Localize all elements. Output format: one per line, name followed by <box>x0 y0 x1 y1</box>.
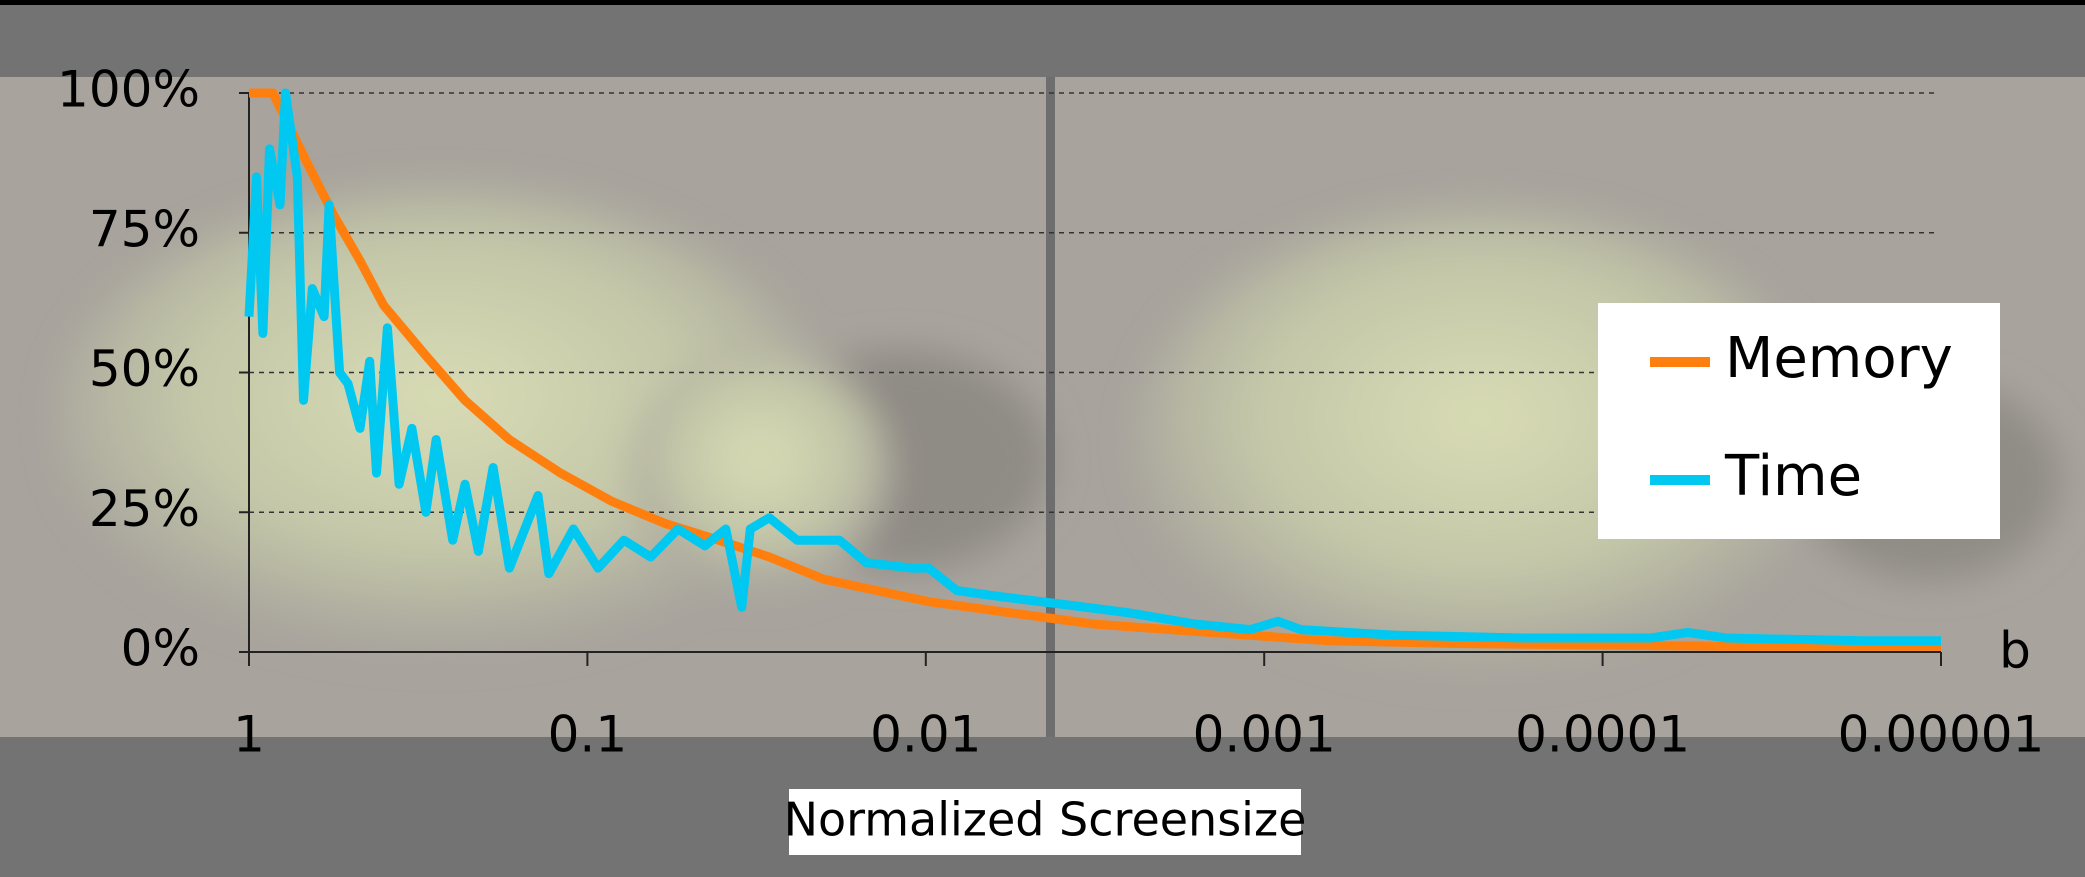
y-tick-label: 100% <box>57 61 200 119</box>
x-tick-label: 0.0001 <box>1515 706 1690 764</box>
y-tick-label: 0% <box>121 620 200 678</box>
legend-label: Memory <box>1725 326 1953 391</box>
x-tick-label: 1 <box>233 706 265 764</box>
page: {"chart_data": {"type": "line", "xlabel"… <box>0 0 2085 877</box>
y-tick-label: 75% <box>89 200 200 258</box>
x-axis-label: Normalized Screensize <box>784 793 1307 847</box>
x-tick-label: 0.01 <box>870 706 981 764</box>
image-divider <box>1046 77 1055 737</box>
x-tick-label: 0.00001 <box>1838 706 2045 764</box>
chart: 0% 25% 50% 75% 100% 1 0.1 0.01 0.001 0.0001 0.0000… <box>0 0 2085 877</box>
axis-note: b <box>1999 622 2031 680</box>
top-edge <box>0 0 2085 5</box>
y-tick-label: 50% <box>89 340 200 398</box>
x-tick-label: 0.1 <box>548 706 628 764</box>
legend-label: Time <box>1724 444 1862 509</box>
x-tick-label: 0.001 <box>1193 706 1336 764</box>
y-tick-label: 25% <box>89 480 200 538</box>
top-band <box>0 0 2085 77</box>
